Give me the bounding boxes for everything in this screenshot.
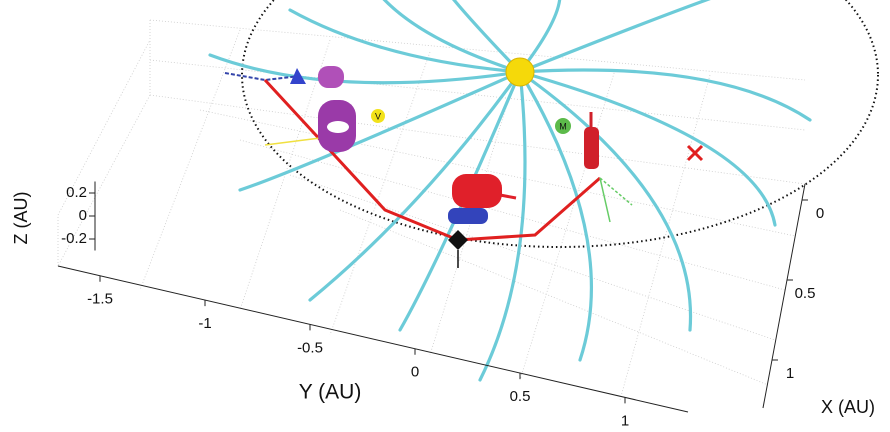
z-axis-title: Z (AU) — [11, 192, 31, 245]
spacecraft — [448, 208, 488, 224]
y-tick-label: 1 — [621, 412, 629, 429]
antenna — [500, 195, 516, 198]
spacecraft — [452, 174, 502, 208]
x-tick-label: 0.5 — [795, 285, 816, 302]
y-axis-title: Y (AU) — [299, 381, 362, 404]
planet-label: V — [375, 111, 381, 121]
x-axis-title: X (AU) — [821, 397, 875, 417]
y-tick-label: -1 — [198, 315, 211, 332]
z-tick-label: -0.2 — [61, 230, 87, 247]
spacecraft-face — [327, 121, 349, 133]
x-tick-label: 1 — [786, 365, 794, 382]
y-tick-label: -1.5 — [87, 291, 113, 308]
cross-marker — [688, 146, 702, 160]
z-tick-label: 0.2 — [66, 184, 87, 201]
spacecraft — [318, 66, 344, 88]
planet-label: M — [559, 121, 567, 131]
sun — [506, 58, 534, 86]
diamond-marker — [448, 230, 468, 250]
y-tick-label: -0.5 — [297, 339, 323, 356]
y-axis-line — [58, 266, 688, 412]
spacecraft — [584, 127, 599, 169]
y-tick-label: 0.5 — [510, 388, 531, 405]
chart: V M Y (AU) X (AU) Z (AU) -1.5 -1 -0.5 0 0.5 1… — [0, 0, 890, 432]
y-tick-label: 0 — [411, 364, 419, 381]
vector — [265, 138, 320, 145]
z-tick-label: 0 — [79, 207, 87, 224]
field-lines — [210, 0, 810, 380]
x-tick-label: 0 — [816, 205, 824, 222]
